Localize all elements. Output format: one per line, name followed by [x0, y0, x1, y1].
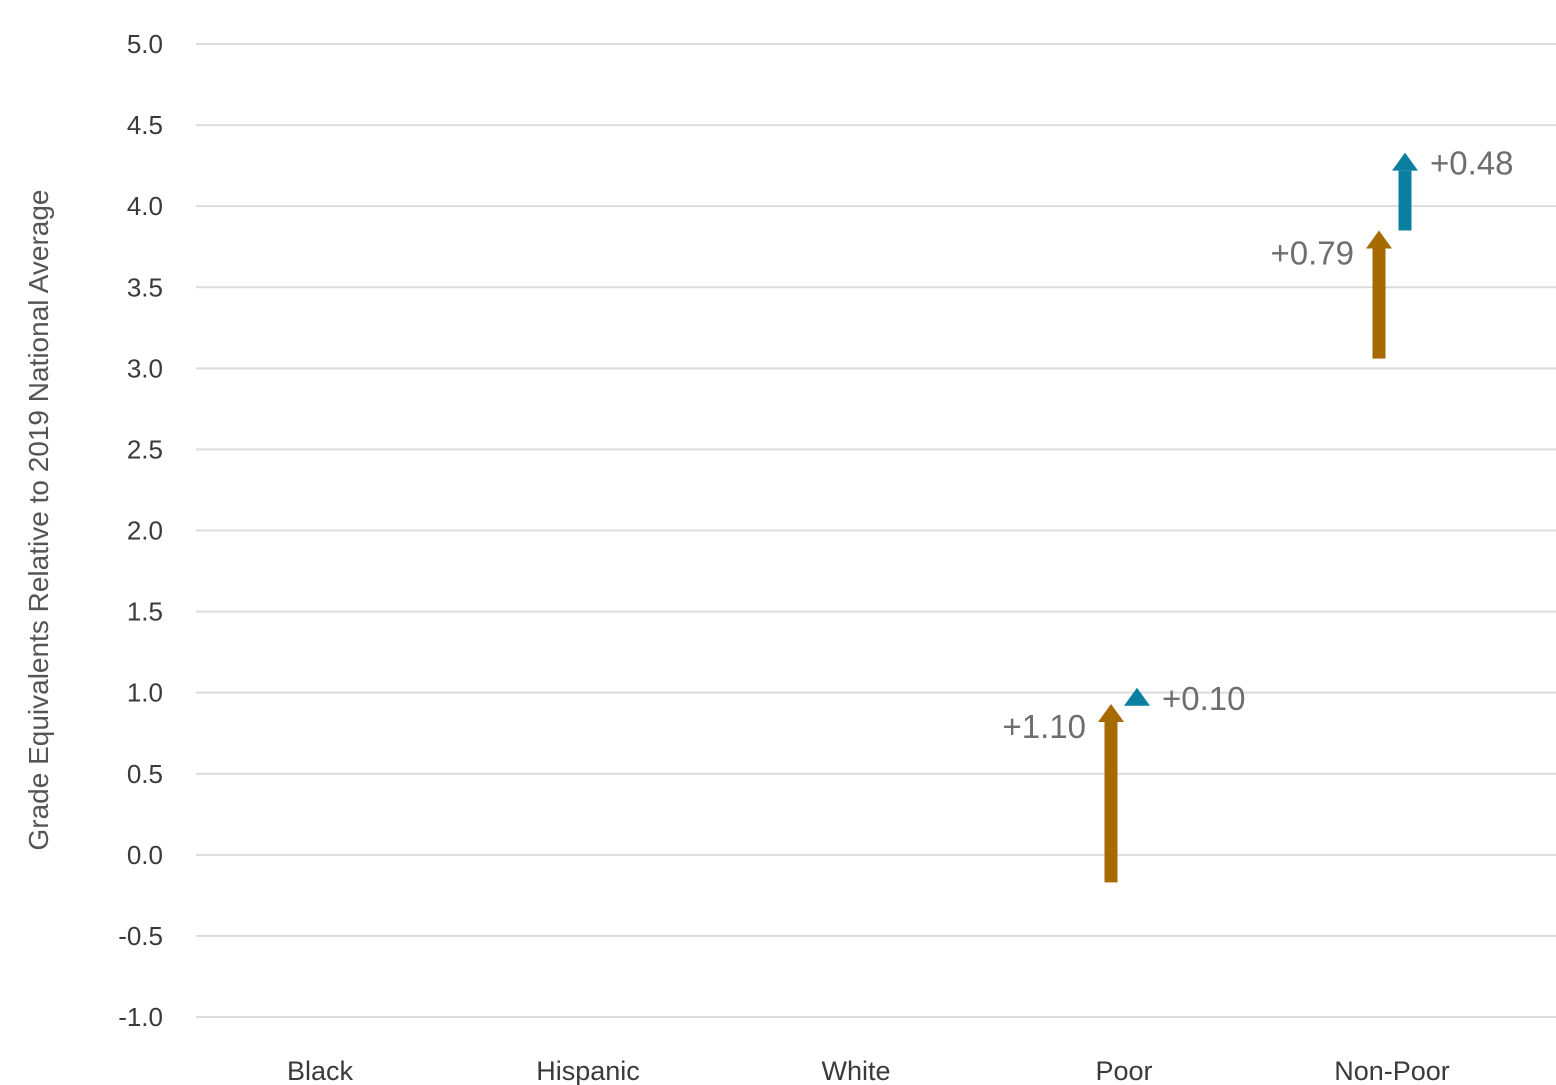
arrow-non-poor-series1: +0.79: [1271, 230, 1392, 359]
y-axis-ticks: 5.0 4.5 4.0 3.5 3.0 2.5 2.0 1.5 1.0 0.5 0.0 -0.5 -1.…: [118, 29, 163, 1032]
y-tick-label: 2.0: [127, 516, 163, 546]
arrow-head: [1366, 230, 1392, 249]
y-tick-label: 1.0: [127, 678, 163, 708]
y-tick-label: 1.5: [127, 597, 163, 627]
arrow-shaft: [1372, 248, 1386, 359]
x-category-label: Poor: [1095, 1056, 1152, 1085]
x-category-label: Black: [287, 1056, 354, 1085]
y-tick-label: 3.5: [127, 272, 163, 302]
y-tick-label: 0.0: [127, 840, 163, 870]
y-tick-label: 5.0: [127, 29, 163, 59]
arrow-value-label: +1.10: [1003, 708, 1087, 745]
y-tick-label: 4.5: [127, 110, 163, 140]
y-tick-label: 0.5: [127, 759, 163, 789]
arrow-head: [1392, 152, 1418, 171]
y-tick-label: -1.0: [118, 1002, 163, 1032]
x-category-label: Non-Poor: [1334, 1056, 1450, 1085]
y-tick-label: -0.5: [118, 921, 163, 951]
y-tick-label: 3.0: [127, 353, 163, 383]
y-tick-label: 4.0: [127, 191, 163, 221]
y-tick-label: 2.5: [127, 434, 163, 464]
arrow-shaft: [1104, 722, 1118, 883]
gridlines: [196, 43, 1556, 1018]
x-category-label: White: [821, 1056, 890, 1085]
arrow-value-label: +0.10: [1162, 680, 1246, 717]
arrow-poor-series1: +1.10: [1003, 704, 1124, 883]
arrow-value-label: +0.48: [1430, 145, 1514, 182]
arrow-head: [1098, 704, 1124, 723]
arrow-marks: +1.10 +0.10 +0.79 +0.48: [1003, 145, 1514, 883]
arrow-poor-series2: +0.10: [1124, 680, 1246, 717]
x-category-label: Hispanic: [536, 1056, 640, 1085]
arrow-non-poor-series2: +0.48: [1392, 145, 1514, 231]
x-axis-categories: Black Hispanic White Poor Non-Poor: [287, 1056, 1450, 1085]
arrow-value-label: +0.79: [1271, 234, 1355, 271]
y-axis-title: Grade Equivalents Relative to 2019 Natio…: [23, 189, 54, 850]
arrow-head: [1124, 687, 1150, 706]
arrow-shaft: [1398, 170, 1412, 231]
